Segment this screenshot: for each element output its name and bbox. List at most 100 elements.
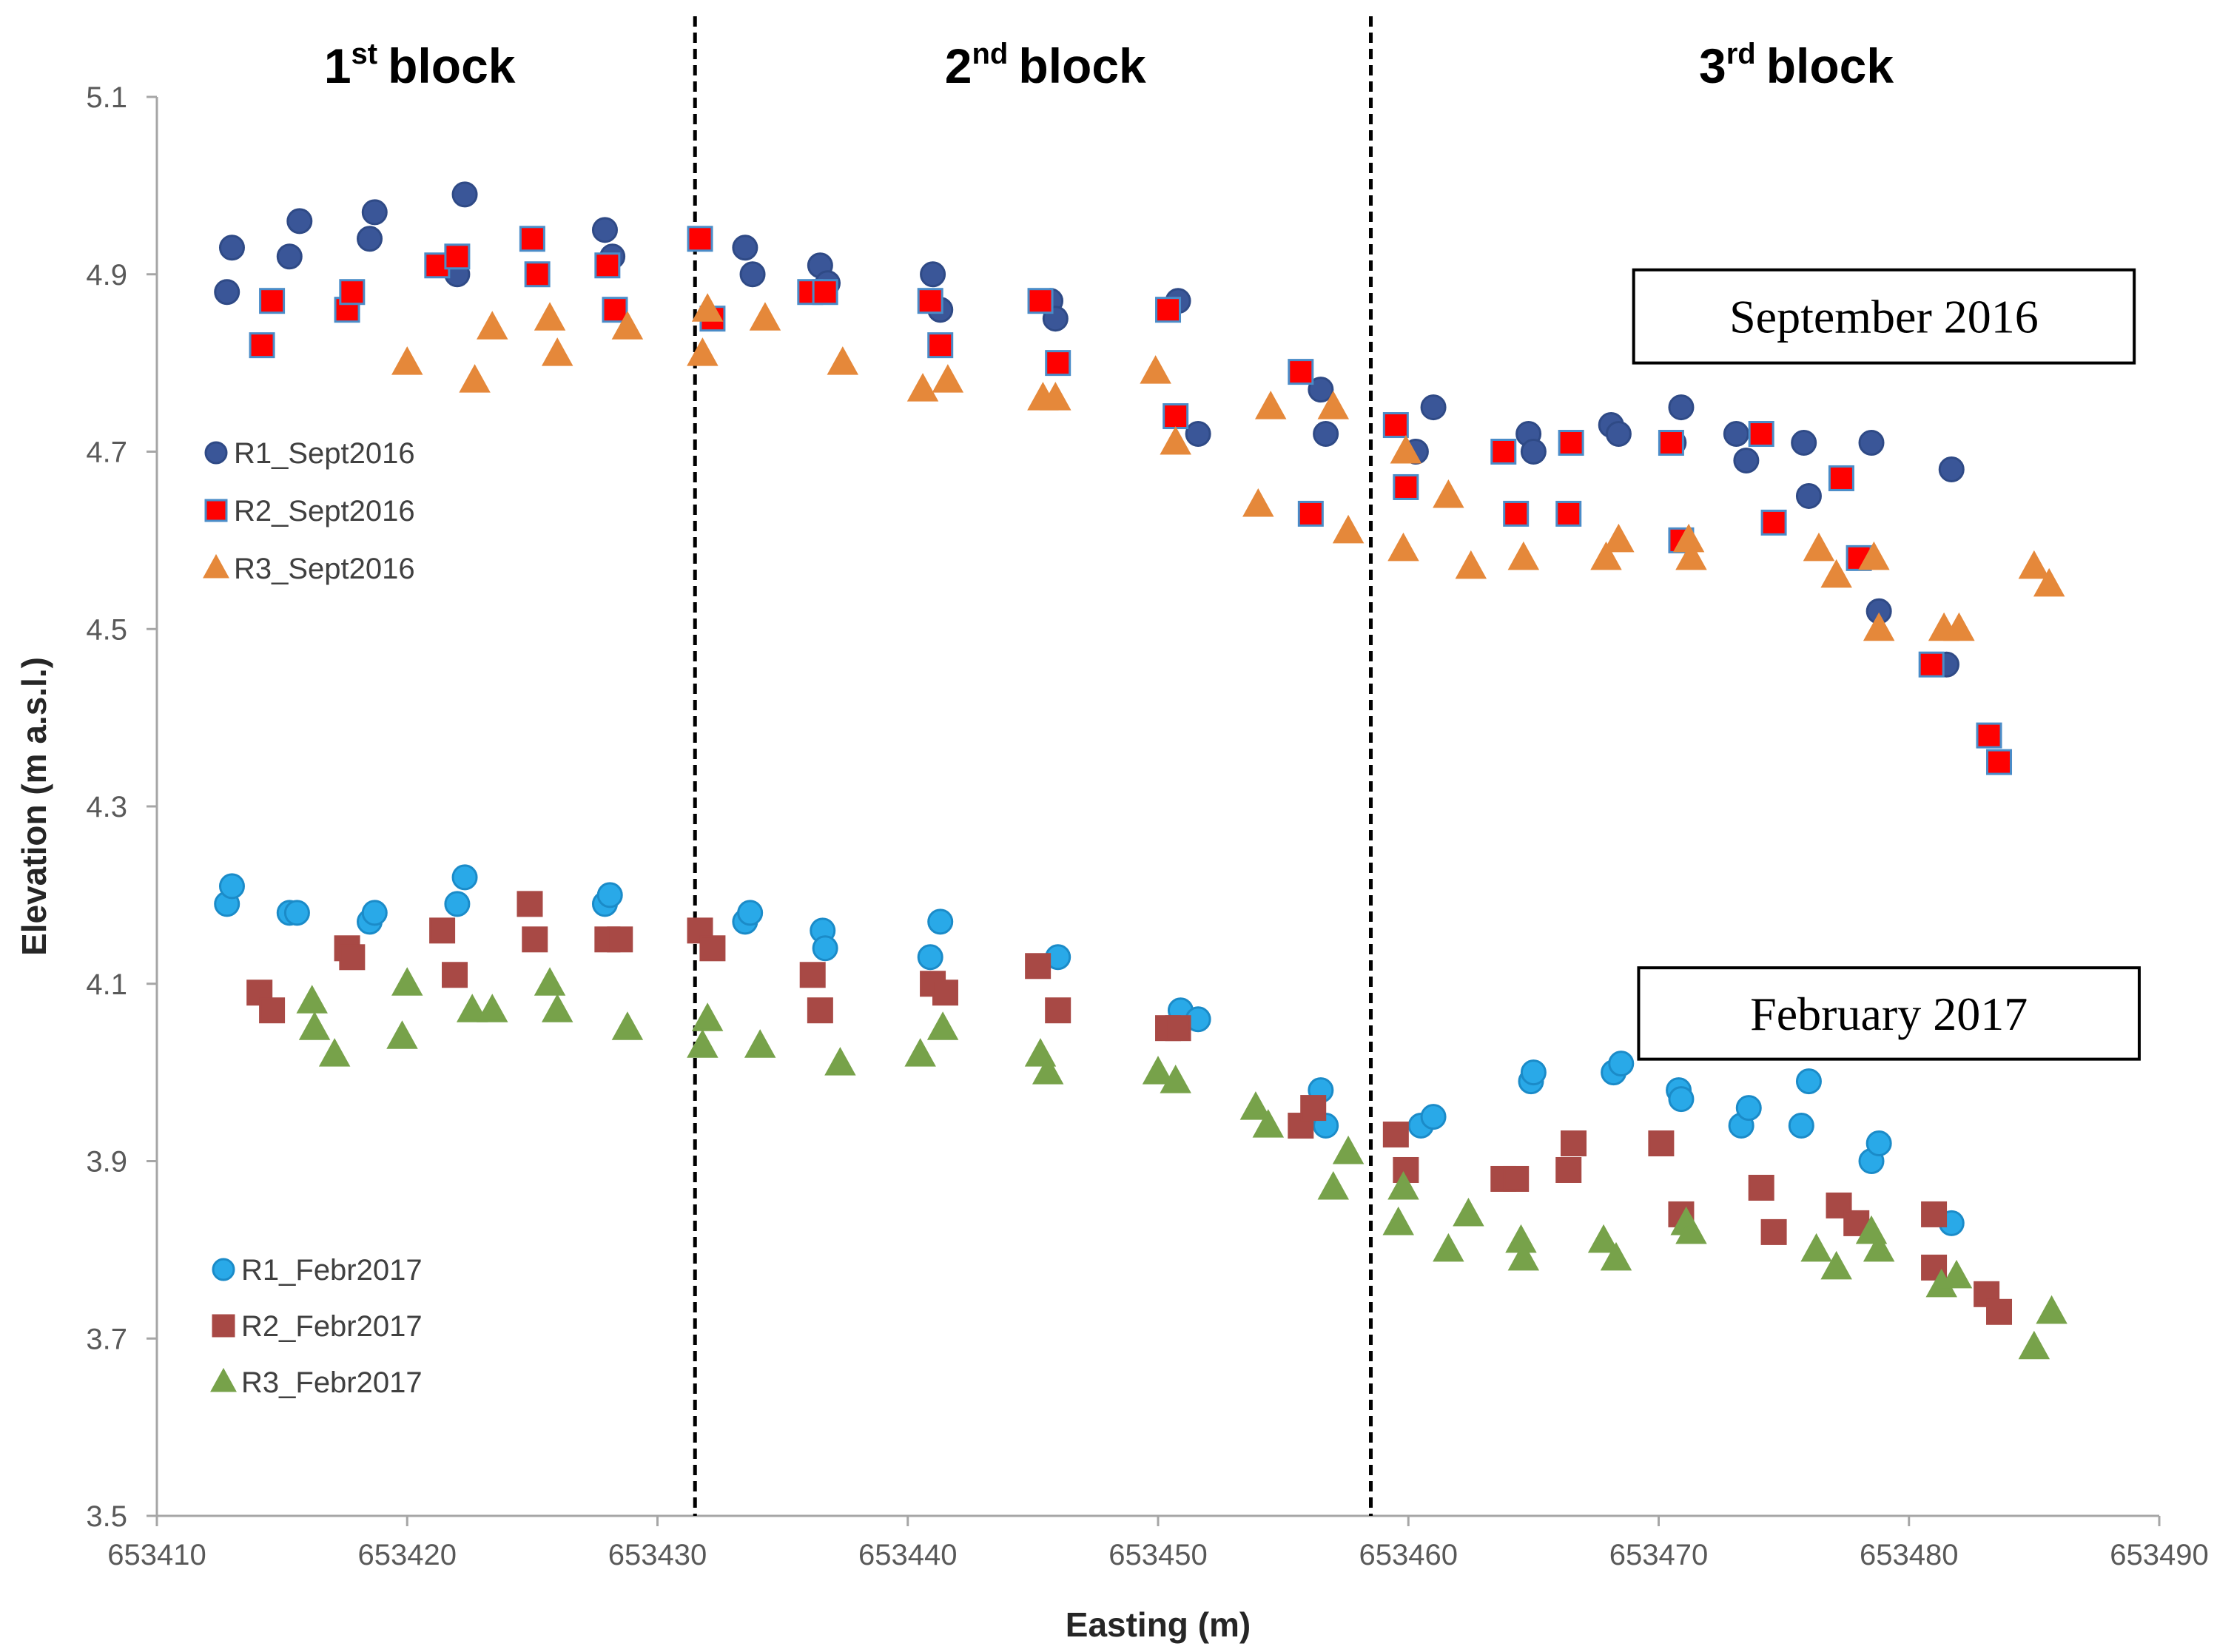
data-point-r1-sept2016 xyxy=(1420,394,1447,421)
data-point-r2-febr2017 xyxy=(699,935,726,962)
data-point-r2-febr2017 xyxy=(1748,1174,1774,1201)
data-point-r3-sept2016 xyxy=(906,373,939,402)
data-point-r2-sept2016 xyxy=(1558,430,1584,456)
data-point-r2-sept2016 xyxy=(1163,403,1189,430)
data-point-r1-febr2017 xyxy=(917,944,943,971)
data-point-r2-sept2016 xyxy=(1986,749,2013,775)
legend-marker xyxy=(212,1314,235,1338)
data-point-r3-febr2017 xyxy=(386,1020,418,1049)
series-R3_Febr2017 xyxy=(296,967,2068,1360)
data-point-r3-febr2017 xyxy=(534,967,566,996)
data-point-r3-febr2017 xyxy=(1940,1259,1973,1289)
period-box xyxy=(1637,966,2141,1061)
data-point-r1-sept2016 xyxy=(1308,377,1334,403)
data-point-r3-febr2017 xyxy=(1863,1233,1895,1262)
legend-marker xyxy=(203,553,229,579)
block-number: 1 xyxy=(324,38,351,93)
data-point-r3-febr2017 xyxy=(744,1029,776,1058)
data-point-r3-febr2017 xyxy=(1387,1170,1419,1200)
data-point-r2-sept2016 xyxy=(1976,722,2002,749)
data-point-r3-sept2016 xyxy=(1160,426,1191,455)
y-tick-label: 4.7 xyxy=(86,436,127,469)
data-point-r1-sept2016 xyxy=(1938,456,1965,482)
data-point-r2-sept2016 xyxy=(444,243,471,270)
data-point-r2-febr2017 xyxy=(1503,1165,1530,1192)
data-point-r3-sept2016 xyxy=(534,302,566,331)
block-number: 3 xyxy=(1699,38,1726,93)
data-point-r1-febr2017 xyxy=(361,900,388,926)
data-point-r2-sept2016 xyxy=(1393,473,1419,500)
data-point-r3-febr2017 xyxy=(926,1011,959,1040)
legend-label: R1_Sept2016 xyxy=(234,437,415,470)
data-point-r2-sept2016 xyxy=(1503,500,1530,527)
y-tick-label: 4.3 xyxy=(86,791,127,823)
data-point-r1-sept2016 xyxy=(739,261,766,288)
legend-label: R2_Sept2016 xyxy=(234,495,415,527)
data-point-r3-sept2016 xyxy=(541,337,573,366)
data-point-r1-sept2016 xyxy=(1185,421,1211,448)
data-point-r3-sept2016 xyxy=(687,337,719,366)
legend-marker xyxy=(204,441,228,465)
data-point-r1-febr2017 xyxy=(1520,1059,1547,1086)
data-point-r2-sept2016 xyxy=(812,279,838,306)
y-tick-label: 4.9 xyxy=(86,259,127,291)
data-point-r2-febr2017 xyxy=(1300,1095,1327,1122)
data-point-r1-febr2017 xyxy=(1865,1130,1892,1157)
data-point-r3-sept2016 xyxy=(1863,612,1895,641)
data-point-r1-febr2017 xyxy=(1788,1113,1814,1139)
data-point-r3-sept2016 xyxy=(1455,550,1487,579)
data-point-r2-sept2016 xyxy=(249,332,275,359)
x-tick-label: 653450 xyxy=(1108,1539,1207,1571)
data-point-r3-sept2016 xyxy=(1507,541,1540,570)
data-point-r3-sept2016 xyxy=(749,302,781,331)
block-dividers xyxy=(693,16,1373,1516)
data-point-r2-sept2016 xyxy=(1297,500,1324,527)
data-point-r3-febr2017 xyxy=(1820,1250,1852,1280)
data-point-r3-febr2017 xyxy=(318,1038,351,1067)
legend-label: R2_Febr2017 xyxy=(241,1310,423,1343)
data-point-r3-sept2016 xyxy=(1387,532,1419,562)
legend-group-febr2017: R1_Febr2017 R2_Febr2017 R3_Febr2017 xyxy=(210,1254,423,1399)
data-point-r3-sept2016 xyxy=(1317,391,1350,419)
data-point-r2-febr2017 xyxy=(932,980,958,1006)
y-tick-label: 5.1 xyxy=(86,81,127,114)
data-point-r2-febr2017 xyxy=(429,917,456,944)
block-ordinal-suffix: rd xyxy=(1726,38,1756,70)
data-point-r2-febr2017 xyxy=(517,891,543,917)
data-point-r3-febr2017 xyxy=(1507,1241,1540,1271)
data-point-r2-febr2017 xyxy=(799,962,826,988)
data-point-r2-sept2016 xyxy=(927,332,954,359)
legend-label: R3_Febr2017 xyxy=(241,1366,423,1399)
data-point-r2-febr2017 xyxy=(1648,1130,1675,1157)
data-point-r2-sept2016 xyxy=(1918,651,1945,678)
data-point-r2-sept2016 xyxy=(602,297,628,323)
data-point-r2-febr2017 xyxy=(522,926,548,953)
data-point-r1-sept2016 xyxy=(1795,482,1822,509)
data-point-r1-sept2016 xyxy=(357,226,383,252)
x-tick-label: 653490 xyxy=(2110,1539,2208,1571)
axes: 653410 653420 653430 653440 653450 653460 6534… xyxy=(15,81,2209,1644)
data-point-r3-sept2016 xyxy=(477,311,508,340)
data-point-r1-febr2017 xyxy=(596,882,623,908)
data-point-r2-sept2016 xyxy=(1658,430,1684,456)
data-point-r3-sept2016 xyxy=(611,311,644,340)
data-point-r2-febr2017 xyxy=(339,944,366,971)
data-point-r1-febr2017 xyxy=(1668,1086,1695,1113)
block-labels: 1st block 2nd block 3rd block xyxy=(324,38,1894,93)
data-point-r3-febr2017 xyxy=(298,1011,331,1040)
data-point-r1-sept2016 xyxy=(218,235,245,261)
data-point-r3-sept2016 xyxy=(391,346,423,375)
data-point-r3-febr2017 xyxy=(1239,1091,1272,1120)
data-point-r3-febr2017 xyxy=(1317,1170,1350,1200)
data-point-r3-sept2016 xyxy=(1675,541,1707,570)
data-point-r3-febr2017 xyxy=(611,1011,644,1040)
data-point-r3-sept2016 xyxy=(1858,541,1890,570)
data-point-r2-sept2016 xyxy=(687,226,713,252)
data-point-r3-sept2016 xyxy=(1390,435,1422,464)
data-point-r2-febr2017 xyxy=(1921,1201,1948,1227)
data-point-r2-sept2016 xyxy=(1382,412,1409,439)
data-point-r3-sept2016 xyxy=(932,364,964,393)
data-point-r3-sept2016 xyxy=(1943,612,1975,641)
data-point-r1-sept2016 xyxy=(1520,439,1547,465)
y-tick-label: 3.5 xyxy=(86,1500,127,1533)
